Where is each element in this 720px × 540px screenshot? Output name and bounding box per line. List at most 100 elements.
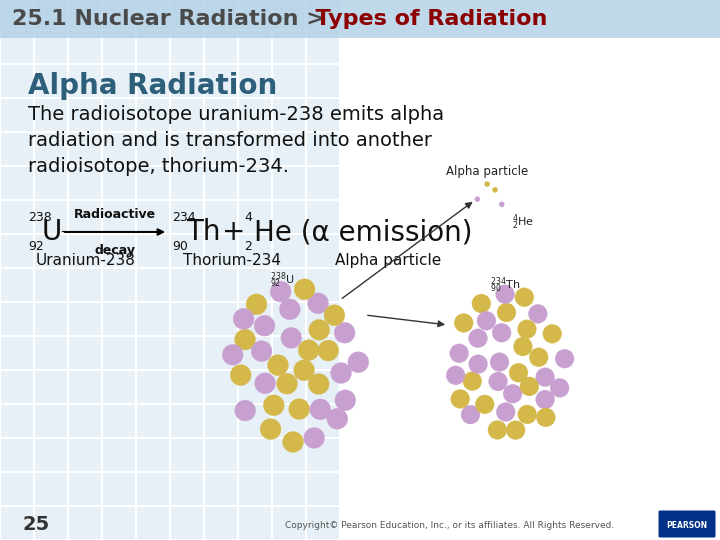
Bar bbox=[307, 507, 339, 539]
Bar bbox=[205, 99, 237, 131]
Bar bbox=[69, 371, 101, 403]
Circle shape bbox=[485, 181, 490, 187]
Bar bbox=[273, 371, 305, 403]
Circle shape bbox=[536, 390, 554, 409]
Bar bbox=[137, 31, 169, 63]
Text: decay: decay bbox=[94, 244, 135, 257]
Bar bbox=[239, 371, 271, 403]
Bar bbox=[307, 269, 339, 301]
Bar bbox=[205, 0, 237, 29]
Circle shape bbox=[235, 400, 256, 421]
Bar bbox=[35, 235, 67, 267]
Bar bbox=[137, 0, 169, 29]
Bar bbox=[307, 473, 339, 505]
Bar bbox=[307, 0, 339, 29]
Bar bbox=[137, 133, 169, 165]
Circle shape bbox=[281, 327, 302, 348]
Bar bbox=[205, 405, 237, 437]
Bar bbox=[103, 133, 135, 165]
Bar bbox=[171, 439, 203, 471]
Circle shape bbox=[294, 360, 315, 381]
Bar bbox=[137, 473, 169, 505]
Circle shape bbox=[309, 319, 330, 340]
Bar bbox=[69, 0, 101, 29]
Circle shape bbox=[335, 390, 356, 411]
Bar bbox=[1, 235, 33, 267]
Bar bbox=[69, 507, 101, 539]
Text: Alpha Radiation: Alpha Radiation bbox=[28, 72, 277, 100]
Circle shape bbox=[492, 323, 511, 342]
Circle shape bbox=[330, 362, 351, 383]
Circle shape bbox=[469, 355, 487, 374]
Bar bbox=[273, 337, 305, 369]
Text: 25: 25 bbox=[22, 516, 49, 535]
Bar bbox=[69, 31, 101, 63]
Circle shape bbox=[506, 421, 525, 440]
Bar bbox=[205, 507, 237, 539]
Circle shape bbox=[520, 377, 539, 396]
Bar bbox=[69, 269, 101, 301]
Bar bbox=[69, 405, 101, 437]
Bar bbox=[205, 269, 237, 301]
Circle shape bbox=[518, 320, 536, 339]
Bar bbox=[273, 235, 305, 267]
Bar bbox=[69, 439, 101, 471]
Circle shape bbox=[550, 379, 569, 397]
Circle shape bbox=[488, 421, 507, 440]
Circle shape bbox=[230, 364, 251, 386]
Circle shape bbox=[497, 303, 516, 322]
Bar bbox=[307, 303, 339, 335]
Circle shape bbox=[307, 293, 328, 314]
Bar bbox=[273, 439, 305, 471]
Bar bbox=[1, 65, 33, 97]
Circle shape bbox=[503, 384, 522, 403]
Bar bbox=[137, 235, 169, 267]
Circle shape bbox=[235, 329, 256, 350]
Text: 2: 2 bbox=[244, 240, 252, 253]
Bar bbox=[137, 303, 169, 335]
Bar bbox=[307, 65, 339, 97]
Bar bbox=[273, 473, 305, 505]
Bar bbox=[137, 507, 169, 539]
Bar bbox=[171, 371, 203, 403]
Circle shape bbox=[555, 349, 574, 368]
Circle shape bbox=[513, 337, 532, 356]
Text: $^{234}_{90}$Th: $^{234}_{90}$Th bbox=[490, 275, 520, 295]
Bar bbox=[35, 167, 67, 199]
Circle shape bbox=[492, 187, 498, 192]
Circle shape bbox=[282, 431, 303, 453]
Text: radioisotope, thorium-234.: radioisotope, thorium-234. bbox=[28, 157, 289, 176]
Bar bbox=[103, 0, 135, 29]
Bar bbox=[273, 167, 305, 199]
Text: +: + bbox=[222, 218, 246, 246]
Circle shape bbox=[477, 312, 496, 330]
Bar bbox=[103, 405, 135, 437]
Bar bbox=[137, 65, 169, 97]
Bar bbox=[239, 235, 271, 267]
Text: Alpha particle: Alpha particle bbox=[335, 253, 441, 268]
Bar bbox=[239, 439, 271, 471]
Circle shape bbox=[536, 408, 555, 427]
Bar bbox=[103, 439, 135, 471]
Bar bbox=[35, 133, 67, 165]
Bar bbox=[239, 201, 271, 233]
Bar bbox=[205, 371, 237, 403]
Circle shape bbox=[304, 428, 325, 448]
Circle shape bbox=[515, 288, 534, 307]
Bar bbox=[273, 269, 305, 301]
Bar bbox=[137, 439, 169, 471]
Circle shape bbox=[327, 408, 348, 429]
Bar bbox=[239, 473, 271, 505]
Text: Thorium-234: Thorium-234 bbox=[183, 253, 281, 268]
Bar bbox=[103, 507, 135, 539]
Bar bbox=[103, 303, 135, 335]
Bar bbox=[273, 65, 305, 97]
Bar bbox=[171, 337, 203, 369]
Bar bbox=[171, 167, 203, 199]
Bar bbox=[35, 439, 67, 471]
Text: 238: 238 bbox=[28, 211, 52, 224]
Bar bbox=[103, 269, 135, 301]
Bar bbox=[307, 337, 339, 369]
Bar bbox=[35, 303, 67, 335]
Bar bbox=[205, 473, 237, 505]
